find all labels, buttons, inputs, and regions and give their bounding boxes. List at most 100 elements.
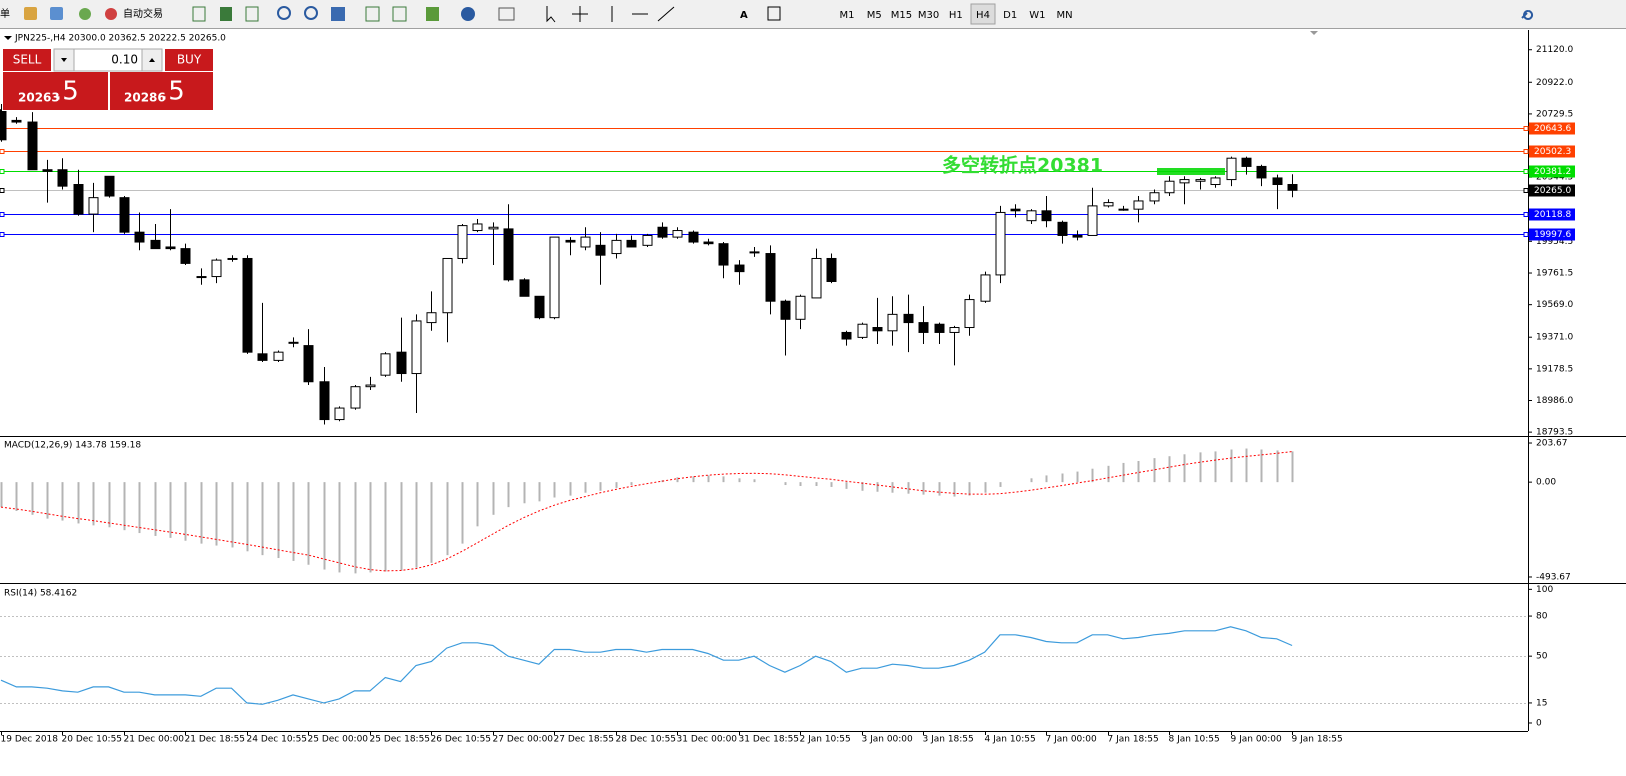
candle-body [595,244,606,256]
icon[interactable] [220,7,232,21]
candle-body [565,239,576,243]
icon[interactable] [426,7,439,21]
y-tick-label: 19761.5 [1536,269,1573,279]
y-tick-label: 20922.0 [1536,78,1573,88]
icon[interactable] [245,6,259,22]
candle-body [196,276,207,279]
text-tool[interactable]: A [740,10,748,21]
candle-body [749,251,760,254]
level-anchor [0,169,5,174]
y-tick-label: 19178.5 [1536,364,1573,374]
timeframe-button[interactable]: M1 [840,10,855,21]
timeframe-button[interactable]: H4 [976,10,990,21]
candle-body [27,121,38,171]
candle-body [857,323,868,338]
x-tick-label: 9 Jan 18:55 [1292,735,1343,745]
candle-body [1226,157,1237,181]
timeframe-button[interactable]: D1 [1003,10,1017,21]
chart-menu-arrow[interactable] [4,36,12,40]
icon[interactable] [546,6,556,23]
buy-fraction: .5 [160,77,185,107]
timeframe-button[interactable]: W1 [1029,10,1045,21]
icon[interactable] [1521,10,1534,20]
icon[interactable] [498,7,515,21]
timeframe-button[interactable]: M15 [891,10,912,21]
icon[interactable] [767,6,781,21]
candle-body [1272,177,1283,186]
icon[interactable] [611,6,675,22]
timeframe-button[interactable]: M30 [918,10,939,21]
candle-body [980,274,991,302]
level-label: 20502.3 [1534,147,1571,157]
icon[interactable] [331,7,345,21]
candle-body [227,257,238,260]
y-tick-label: 15 [1536,698,1547,708]
icon[interactable] [392,6,407,22]
candle-body [134,231,145,243]
candle-body [350,386,361,409]
level-anchor [0,212,5,217]
icon[interactable] [304,6,318,20]
icon[interactable] [192,6,206,22]
candle-body [1256,165,1267,179]
timeframe-button[interactable]: MN [1057,10,1073,21]
candle-body [580,236,591,248]
candle-body [1195,179,1206,182]
y-tick-label: 20729.5 [1536,109,1573,119]
timeframe-button[interactable]: H1 [949,10,963,21]
icon[interactable] [461,7,475,21]
x-tick-label: 19 Dec 2018 [1,735,59,745]
icon[interactable] [572,6,588,22]
candle-body [964,299,975,329]
candle-body [42,169,53,172]
x-tick-label: 27 Dec 00:00 [493,735,554,745]
sell-price: 20263 [18,91,60,105]
x-tick-label: 21 Dec 18:55 [185,735,246,745]
candle-body [780,300,791,320]
candle-body [165,246,176,250]
candle-body [703,241,714,245]
buy-button[interactable] [165,49,213,71]
sell-price-box[interactable] [3,72,108,110]
x-tick-label: 21 Dec 00:00 [124,735,185,745]
auto-trade-button[interactable]: 自动交易 [123,7,163,20]
level-anchor [0,188,5,193]
icon[interactable] [365,6,380,22]
buy-price-box[interactable] [110,72,213,110]
sell-button[interactable] [3,49,51,71]
candle-body [657,226,668,238]
x-tick-label: 3 Jan 18:55 [923,735,974,745]
lot-value: 0.10 [111,53,138,67]
icon[interactable] [277,6,291,20]
y-tick-label: -493.67 [1536,572,1571,582]
candle-body [365,384,376,388]
candle-body [303,345,314,383]
buy-label: BUY [177,53,202,67]
candle-body [442,257,453,314]
menu-fragment[interactable]: 单 [0,8,10,20]
candle-body [273,351,284,361]
y-tick-label: 19371.0 [1536,333,1573,343]
candle-body [334,407,345,421]
y-tick-label: 18793.5 [1536,428,1573,438]
x-tick-label: 7 Jan 18:55 [1108,735,1159,745]
candle-body [1241,157,1252,167]
level-anchor [1523,212,1529,217]
x-tick-label: 31 Dec 00:00 [677,735,738,745]
macd-title: MACD(12,26,9) 143.78 159.18 [4,441,141,451]
active-timeframe-box [970,3,996,25]
x-tick-label: 9 Jan 00:00 [1231,735,1283,745]
icon[interactable] [105,8,117,20]
candle-body [1118,208,1129,211]
candle-body [472,223,483,232]
candle-body [1133,200,1144,210]
x-tick-label: 24 Dec 10:55 [247,735,308,745]
candle-body [642,234,653,246]
x-tick-label: 28 Dec 10:55 [616,735,677,745]
level-anchor [0,149,5,154]
icon[interactable] [79,8,91,20]
toolbar-icons [24,6,1534,23]
candle-body [934,323,945,333]
timeframe-button[interactable]: M5 [867,10,882,21]
